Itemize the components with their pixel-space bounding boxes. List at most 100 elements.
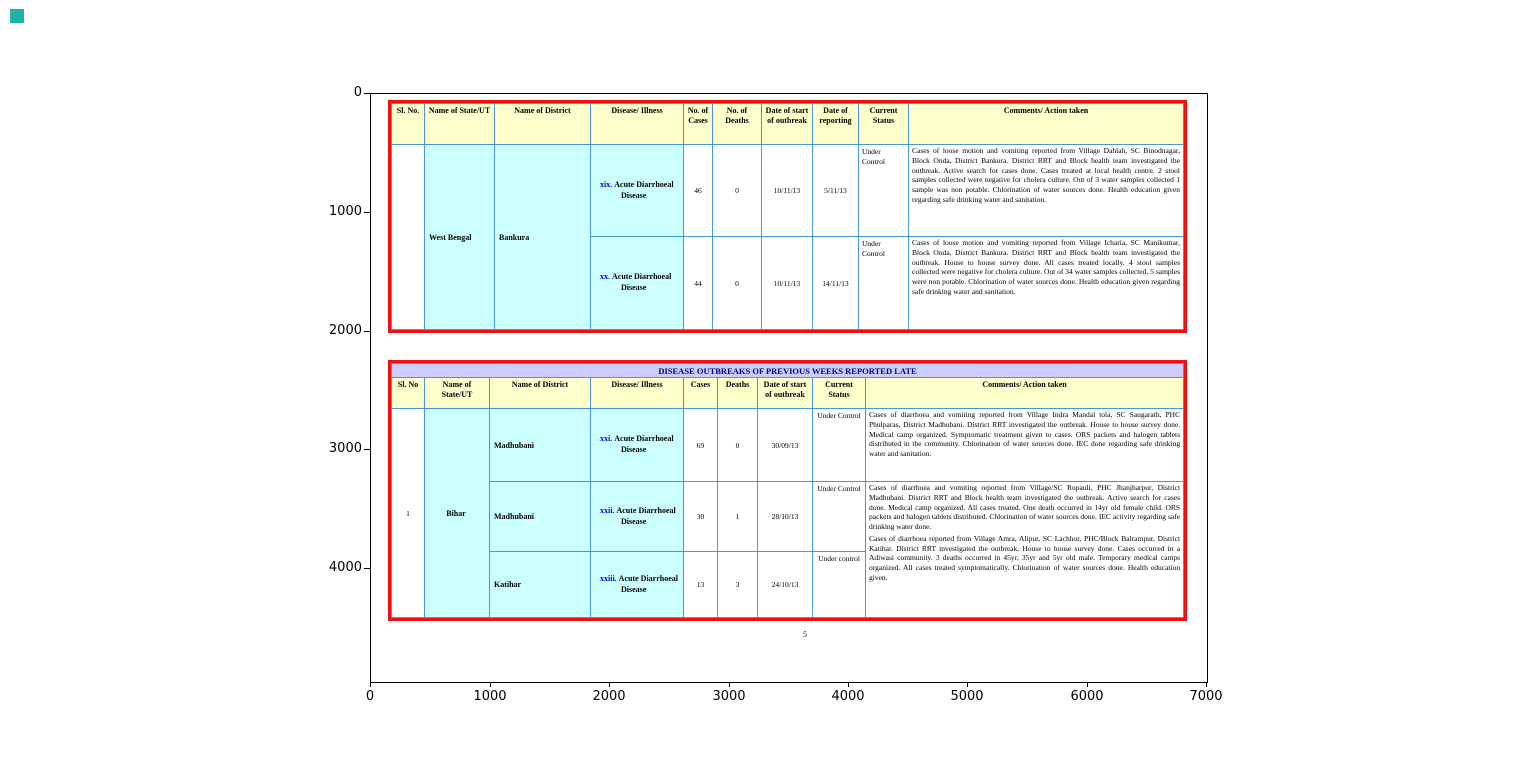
header-disease: Disease/ Illness	[590, 103, 684, 145]
x-tick-label: 5000	[950, 689, 984, 704]
comments-cell: Cases of diarrhoea and vomiting reported…	[864, 481, 1185, 618]
y-tick-label: 3000	[328, 441, 362, 456]
header-sl-no: Sl. No	[391, 377, 425, 409]
header-status: Current Status	[812, 377, 866, 409]
header-disease: Disease/ Illness	[590, 377, 684, 409]
disease-name: Acute Diarrhoeal Disease	[614, 434, 674, 454]
table-row: Katihar xxiii. Acute Diarrhoeal Disease …	[392, 551, 1184, 618]
x-tick-label: 3000	[712, 689, 746, 704]
disease-cell: xx. Acute Diarrhoeal Disease	[590, 236, 684, 330]
state-cell: West Bengal	[424, 144, 495, 330]
row-roman-numeral: xxi.	[600, 434, 613, 444]
y-tick-label: 2000	[328, 323, 362, 338]
disease-name: Acute Diarrhoeal Disease	[616, 505, 676, 526]
header-state: Name of State/UT	[424, 377, 490, 409]
y-tick	[364, 93, 370, 94]
district-cell: Bankura	[494, 144, 591, 330]
slno-cell: 1	[391, 408, 425, 618]
disease-name: Acute Diarrhoeal Disease	[614, 179, 674, 200]
start-date-cell: 10/11/13	[761, 144, 813, 237]
header-state: Name of State/UT	[424, 103, 495, 145]
y-tick-label: 4000	[328, 560, 362, 575]
x-tick	[1206, 682, 1207, 687]
reporting-date-cell: 14/11/13	[812, 236, 859, 330]
start-date-cell: 10/11/13	[761, 236, 813, 330]
reporting-date-cell: 5/11/13	[812, 144, 859, 237]
x-tick-label: 6000	[1070, 689, 1104, 704]
header-deaths: No. of Deaths	[712, 103, 762, 145]
comments-cell: Cases of diarrhoea and vomiting reported…	[864, 408, 1185, 482]
x-tick-label: 2000	[592, 689, 626, 704]
header-status: Current Status	[858, 103, 909, 145]
header-cases: No. of Cases	[683, 103, 713, 145]
y-tick	[364, 568, 370, 569]
deaths-cell: 3	[717, 551, 758, 618]
disease-name: Acute Diarrhoeal Disease	[618, 573, 678, 594]
x-tick	[848, 682, 849, 687]
x-tick-label: 4000	[831, 689, 865, 704]
y-tick	[364, 212, 370, 213]
header-sl-no: Sl. No.	[391, 103, 425, 145]
status-cell: Under control	[812, 551, 866, 618]
table2-title: DISEASE OUTBREAKS OF PREVIOUS WEEKS REPO…	[390, 363, 1185, 378]
x-tick	[1087, 682, 1088, 687]
deaths-cell: 0	[712, 236, 762, 330]
district-cell: Madhubani	[489, 481, 591, 552]
row-roman-numeral: xxii.	[600, 505, 615, 515]
y-tick	[364, 449, 370, 450]
row-roman-numeral: xx.	[600, 272, 610, 282]
header-cases: Cases	[683, 377, 718, 409]
table2-title-row: DISEASE OUTBREAKS OF PREVIOUS WEEKS REPO…	[390, 363, 1185, 378]
district-cell: Katihar	[489, 551, 591, 618]
table-row: West Bengal Bankura xix. Acute Diarrhoea…	[391, 144, 1184, 330]
x-tick-label: 7000	[1189, 689, 1223, 704]
header-comments: Comments/ Action taken	[864, 377, 1185, 409]
row-roman-numeral: xxiii.	[600, 573, 617, 583]
slno-cell	[391, 144, 425, 330]
cases-cell: 13	[683, 551, 718, 618]
late-reported-outbreak-table: DISEASE OUTBREAKS OF PREVIOUS WEEKS REPO…	[388, 360, 1188, 621]
disease-name: Acute Diarrhoeal Disease	[612, 272, 672, 292]
x-tick	[967, 682, 968, 687]
cases-cell: 44	[683, 236, 713, 330]
cases-cell: 46	[683, 144, 713, 237]
x-tick	[490, 682, 491, 687]
status-cell: Under Control	[812, 481, 866, 552]
x-tick	[370, 682, 371, 687]
header-start-date: Date of start of outbreak	[757, 377, 813, 409]
start-date-cell: 28/10/13	[757, 481, 813, 552]
status-cell: Under Control	[858, 144, 909, 237]
disease-cell: xxii. Acute Diarrhoeal Disease	[590, 481, 684, 552]
status-cell: Under Control	[812, 408, 866, 482]
window-badge-icon	[10, 9, 24, 23]
page-number: 5	[803, 630, 807, 639]
disease-cell: xxi. Acute Diarrhoeal Disease	[590, 408, 684, 482]
header-district: Name of District	[494, 103, 591, 145]
comments-cell: Cases of loose motion and vomiting repor…	[908, 144, 1184, 237]
header-deaths: Deaths	[717, 377, 758, 409]
x-tick	[729, 682, 730, 687]
status-cell: Under Control	[858, 236, 909, 330]
state-cell: Bihar	[424, 408, 490, 618]
x-tick-label: 0	[365, 689, 375, 704]
comment-paragraph: Cases of diarrhoea reported from Village…	[869, 533, 1181, 582]
y-tick-label: 0	[353, 85, 362, 100]
comment-paragraph: Cases of diarrhoea and vomiting reported…	[869, 483, 1181, 531]
row-roman-numeral: xix.	[600, 179, 613, 189]
table-row: 1 Bihar Madhubani xxi. Acute Diarrhoeal …	[391, 408, 1185, 618]
weekly-outbreak-table: Sl. No. Name of State/UT Name of Distric…	[388, 100, 1187, 333]
district-cell: Madhubani	[489, 408, 591, 482]
table2-header-row: Sl. No Name of State/UT Name of District…	[391, 377, 1185, 409]
start-date-cell: 30/09/13	[757, 408, 813, 482]
deaths-cell: 0	[717, 408, 758, 482]
header-reporting-date: Date of reporting	[812, 103, 859, 145]
cases-cell: 69	[683, 408, 718, 482]
comments-cell: Cases of loose motion and vomiting repor…	[908, 236, 1184, 330]
deaths-cell: 1	[717, 481, 758, 552]
y-tick	[364, 331, 370, 332]
table-row: xx. Acute Diarrhoeal Disease 44 0 10/11/…	[392, 236, 1184, 330]
deaths-cell: 0	[712, 144, 762, 237]
header-district: Name of District	[489, 377, 591, 409]
start-date-cell: 24/10/13	[757, 551, 813, 618]
